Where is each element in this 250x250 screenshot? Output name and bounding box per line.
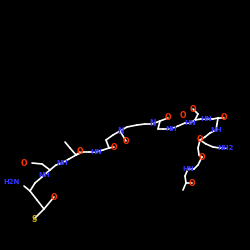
Text: S: S xyxy=(31,214,37,224)
Text: NH2: NH2 xyxy=(218,145,234,151)
Text: NH: NH xyxy=(210,127,222,133)
Text: O: O xyxy=(197,136,203,144)
Text: H2N: H2N xyxy=(4,179,20,185)
Text: O: O xyxy=(21,158,27,168)
Text: O: O xyxy=(111,142,117,152)
Text: O: O xyxy=(190,104,196,114)
Text: O: O xyxy=(165,114,171,122)
Text: N: N xyxy=(149,120,155,128)
Text: NH: NH xyxy=(56,160,68,166)
Text: NH: NH xyxy=(165,126,177,132)
Text: HN: HN xyxy=(200,116,212,122)
Text: HN: HN xyxy=(184,120,196,126)
Text: NH: NH xyxy=(38,172,50,178)
Text: O: O xyxy=(123,136,129,145)
Text: HN: HN xyxy=(182,166,194,172)
Text: O: O xyxy=(189,178,195,188)
Text: O: O xyxy=(77,148,83,156)
Text: O: O xyxy=(180,110,186,120)
Text: O: O xyxy=(199,152,205,162)
Text: O: O xyxy=(51,192,57,202)
Text: HN: HN xyxy=(90,149,102,155)
Text: N: N xyxy=(117,126,123,136)
Text: O: O xyxy=(221,114,227,122)
